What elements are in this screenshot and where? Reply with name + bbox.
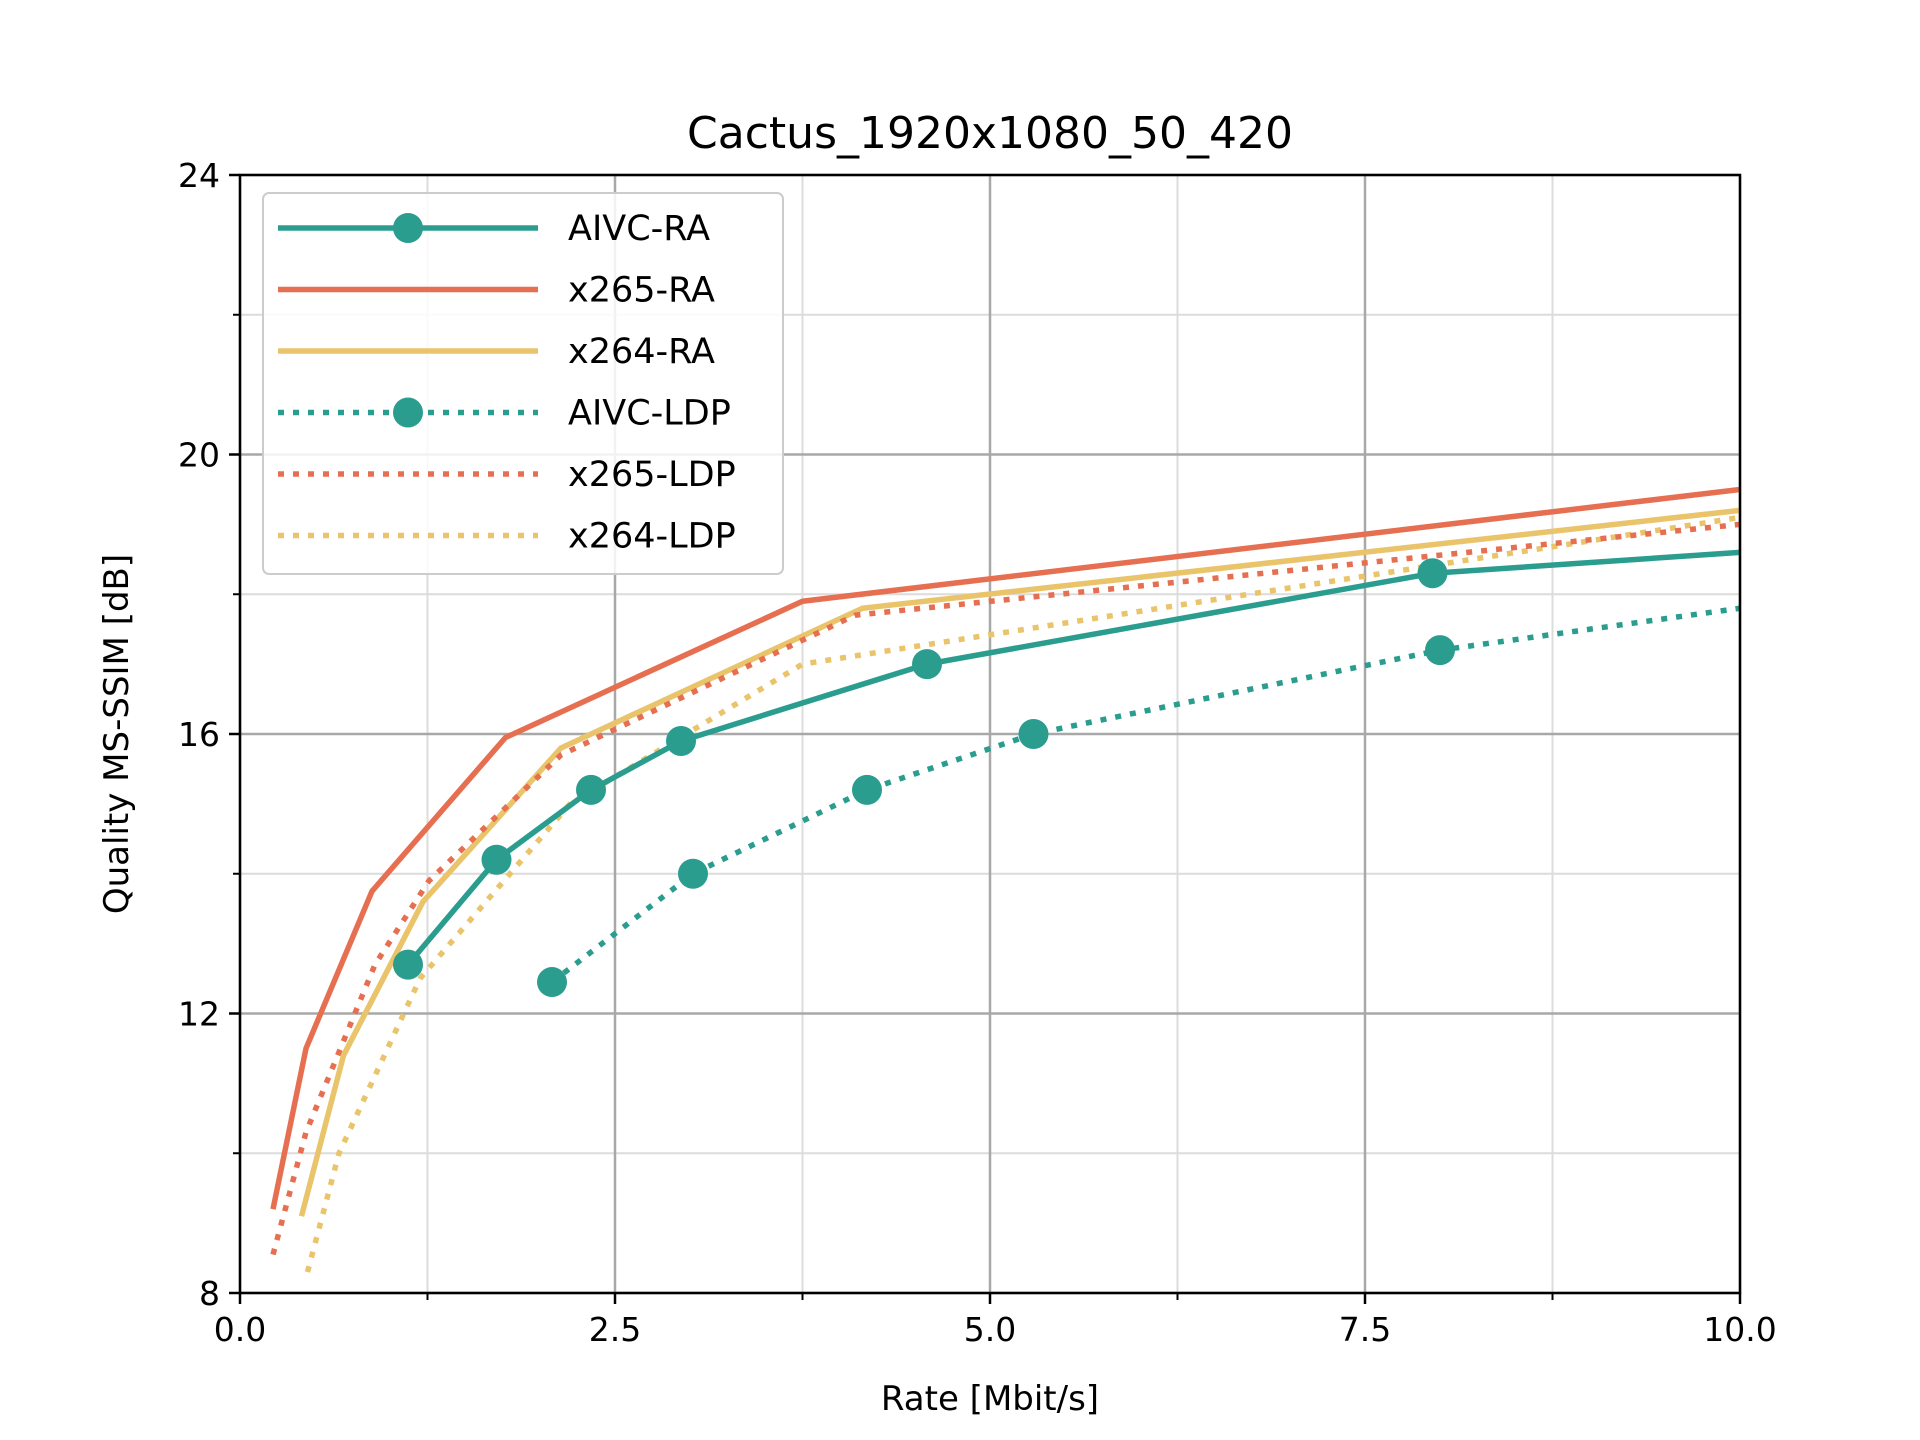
- x-tick-label: 10.0: [1703, 1310, 1776, 1349]
- series-point-aivc-ra: [393, 949, 423, 980]
- legend-label-aivc-ldp: AIVC-LDP: [568, 394, 731, 434]
- legend-marker-aivc-ldp: [393, 397, 423, 428]
- series-point-aivc-ldp: [1018, 719, 1049, 749]
- series-line-x264-ldp: [304, 514, 1740, 1273]
- y-tick-label: 12: [178, 995, 220, 1034]
- legend-label-x264-ra: x264-RA: [568, 332, 715, 372]
- x-tick-label: 2.5: [589, 1310, 641, 1349]
- y-tick-label: 24: [178, 156, 220, 195]
- series-point-aivc-ra: [1417, 558, 1448, 589]
- x-tick-label: 0.0: [214, 1310, 266, 1349]
- series-point-aivc-ra: [666, 725, 696, 756]
- series-line-x264-ra: [298, 507, 1740, 1217]
- series-point-aivc-ldp: [678, 858, 708, 889]
- series-point-aivc-ra: [912, 649, 942, 680]
- legend-label-x264-ldp: x264-LDP: [568, 517, 736, 557]
- legend-label-x265-ra: x265-RA: [568, 271, 715, 311]
- series-line-x265-ra: [270, 486, 1740, 1210]
- chart-title: Cactus_1920x1080_50_420: [687, 108, 1293, 159]
- legend: AIVC-RA x265-RA x264-RA AIVC-LDP x265-LDP x26…: [262, 192, 784, 575]
- y-tick-label: 20: [178, 436, 220, 475]
- x-tick-label: 7.5: [1339, 1310, 1391, 1349]
- series-point-aivc-ra: [481, 844, 512, 875]
- y-tick-label: 8: [199, 1274, 220, 1313]
- series-point-aivc-ra: [576, 774, 606, 805]
- x-tick-label: 5.0: [964, 1310, 1016, 1349]
- y-tick-label: 16: [178, 715, 220, 754]
- legend-label-aivc-ra: AIVC-RA: [568, 209, 710, 249]
- series-layer: [270, 486, 1740, 1273]
- series-point-aivc-ldp: [1425, 635, 1455, 666]
- y-axis-label: Quality MS-SSIM [dB]: [97, 554, 137, 914]
- ticks: 0.0 2.5 5.0 7.5 10.0 8 12 16 20 24: [178, 156, 1777, 1349]
- x-axis-label: Rate [Mbit/s]: [881, 1379, 1099, 1419]
- series-line-x265-ldp: [270, 521, 1740, 1256]
- series-point-aivc-ldp: [537, 967, 567, 998]
- legend-marker-aivc-ra: [393, 213, 423, 243]
- legend-label-x265-ldp: x265-LDP: [568, 455, 736, 495]
- series-point-aivc-ldp: [852, 774, 882, 805]
